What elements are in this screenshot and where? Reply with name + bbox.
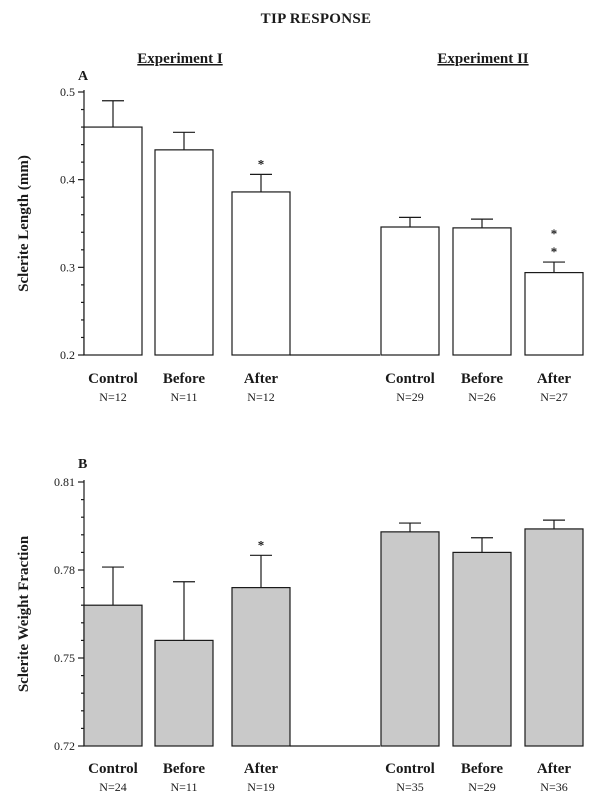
panel-a-bar — [154, 149, 214, 356]
panel-b-n-label: N=11 — [171, 780, 198, 794]
panel-a-y-tick-label: 0.2 — [60, 348, 75, 362]
panel-b-bar — [524, 528, 584, 747]
panel-a-category-label: Before — [461, 371, 504, 387]
panel-a-category-label: After — [537, 371, 571, 387]
panel-a-category-label: Before — [163, 371, 206, 387]
panel-b-y-axis-label: Sclerite Weight Fraction — [16, 535, 32, 692]
panel-b-y-tick-label: 0.78 — [54, 563, 75, 577]
panel-b-n-label: N=35 — [396, 780, 423, 794]
panel-a-n-label: N=11 — [171, 390, 198, 404]
panel-a-n-label: N=29 — [396, 390, 423, 404]
panel-b-n-label: N=36 — [540, 780, 567, 794]
panel-b-y-tick-label: 0.72 — [54, 739, 75, 753]
panel-a-n-label: N=26 — [468, 390, 495, 404]
experiment-ii-label: Experiment II — [437, 51, 528, 67]
panel-a-bar — [380, 226, 440, 356]
panel-a-n-label: N=12 — [247, 390, 274, 404]
panel-a-category-label: Control — [385, 371, 435, 387]
panel-a-chart: 0.2 0.3 0.4 0.5 Sclerite Length (mm) Control N… — [16, 85, 584, 404]
panel-a-category-label: Control — [88, 371, 138, 387]
panel-a-n-label: N=12 — [99, 390, 126, 404]
panel-a-y-axis-label: Sclerite Length (mm) — [16, 155, 32, 292]
panel-b-n-label: N=29 — [468, 780, 495, 794]
panel-b-n-label: N=19 — [247, 780, 274, 794]
panel-b-bar — [154, 639, 214, 747]
experiment-i-label: Experiment I — [137, 51, 223, 67]
panel-a-n-label: N=27 — [540, 390, 567, 404]
panel-b-y-tick-label: 0.81 — [54, 475, 75, 489]
panel-a-significance-mark: * — [551, 244, 558, 259]
panel-a-y-tick-label: 0.3 — [60, 260, 75, 274]
panel-a-bar — [524, 271, 584, 356]
panel-a-significance-mark: * — [258, 156, 265, 171]
panel-b-category-label: Before — [461, 761, 504, 777]
panel-b-chart: 0.72 0.75 0.78 0.81 Sclerite Weight Fraction… — [16, 475, 584, 794]
panel-a-bar — [231, 191, 291, 356]
panel-b-bar — [380, 531, 440, 747]
figure-title: TIP RESPONSE — [261, 11, 372, 27]
panel-b-bar — [452, 551, 512, 747]
panel-b-category-label: Control — [385, 761, 435, 777]
panel-b-letter: B — [78, 457, 87, 472]
panel-a-bar — [83, 126, 143, 356]
panel-b-bar — [83, 604, 143, 747]
panel-a-letter: A — [78, 69, 89, 84]
panel-b-significance-mark: * — [258, 537, 265, 552]
panel-b-category-label: Before — [163, 761, 206, 777]
panel-b-category-label: After — [537, 761, 571, 777]
panel-b-n-label: N=24 — [99, 780, 126, 794]
panel-b-y-tick-label: 0.75 — [54, 651, 75, 665]
panel-a-bar — [452, 227, 512, 356]
panel-a-y-tick-label: 0.5 — [60, 85, 75, 99]
panel-b-category-label: After — [244, 761, 278, 777]
panel-a-category-label: After — [244, 371, 278, 387]
panel-b-category-label: Control — [88, 761, 138, 777]
panel-a-y-tick-label: 0.4 — [60, 173, 75, 187]
panel-b-bar — [231, 586, 291, 747]
panel-a-significance-mark: * — [551, 226, 558, 241]
